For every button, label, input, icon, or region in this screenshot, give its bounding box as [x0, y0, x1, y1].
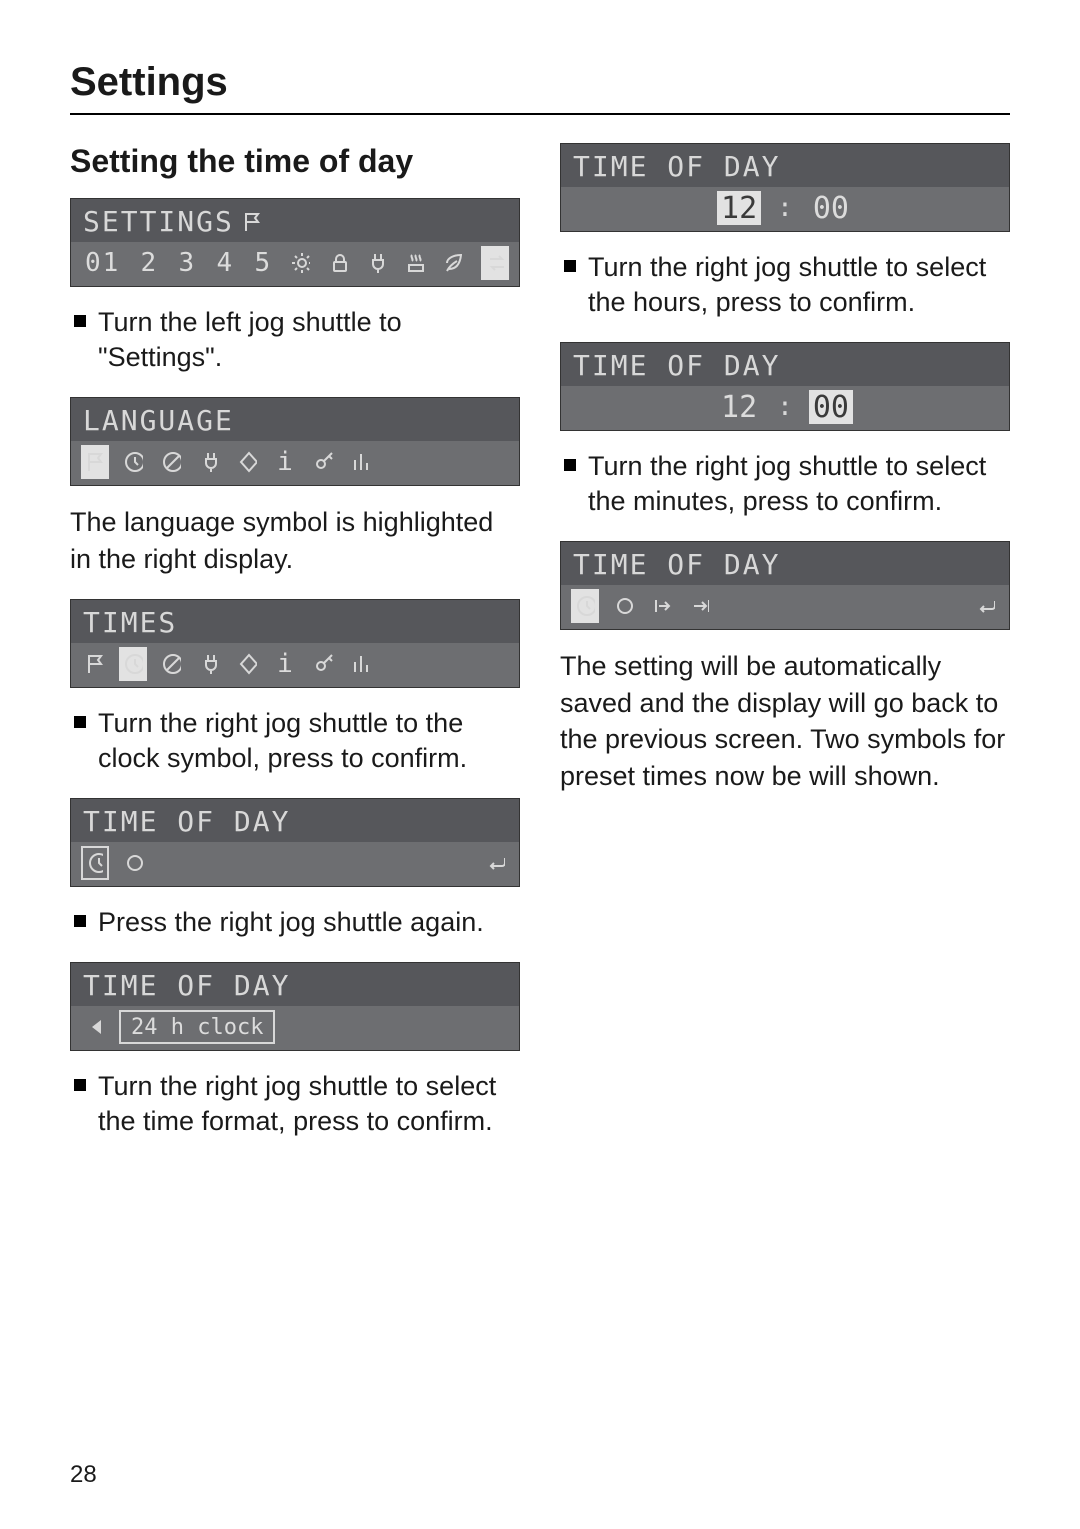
instruction: Turn the right jog shuttle to the clock …: [74, 706, 520, 776]
info-icon: i: [271, 445, 299, 479]
instruction-text: Turn the left jog shuttle to "Settings".: [98, 305, 520, 375]
transfer-icon: [481, 246, 509, 280]
key-icon: [309, 647, 337, 681]
lcd-title: TIME OF DAY: [573, 349, 780, 382]
slash-circle-icon: [157, 445, 185, 479]
lcd-title: TIME OF DAY: [573, 150, 780, 183]
instruction: Turn the left jog shuttle to "Settings".: [74, 305, 520, 375]
instruction-text: Turn the right jog shuttle to the clock …: [98, 706, 520, 776]
lcd-settings: SETTINGS 01 2 3 4 5: [70, 198, 520, 287]
page-number: 28: [70, 1461, 97, 1489]
left-triangle-icon: [81, 1010, 109, 1044]
bullet-icon: [74, 1079, 86, 1091]
instruction: Turn the right jog shuttle to select the…: [564, 250, 1010, 320]
instruction-text: Press the right jog shuttle again.: [98, 905, 484, 940]
return-icon: [971, 589, 999, 623]
bars-icon: [347, 445, 375, 479]
diamond-icon: [233, 647, 261, 681]
diamond-icon: [233, 445, 261, 479]
right-column: TIME OF DAY 12 : 00 Turn the right jog s…: [560, 143, 1010, 1162]
lcd-title: LANGUAGE: [83, 404, 234, 437]
flag-icon: [240, 208, 268, 236]
instruction: Turn the right jog shuttle to select the…: [74, 1069, 520, 1139]
lcd-item: 3: [172, 246, 200, 280]
hours-value: 12: [717, 390, 761, 424]
body-text: The language symbol is highlighted in th…: [70, 504, 520, 577]
steam-icon: [400, 246, 428, 280]
bullet-icon: [74, 716, 86, 728]
lcd-timeofday-hours: TIME OF DAY 12 : 00: [560, 143, 1010, 232]
lcd-timeofday-format: TIME OF DAY 24 h clock: [70, 962, 520, 1051]
key-icon: [309, 445, 337, 479]
plug-icon: [195, 445, 223, 479]
bullet-icon: [564, 459, 576, 471]
end-arrow-icon: [685, 589, 713, 623]
bullet-icon: [74, 915, 86, 927]
flag-icon: [81, 445, 109, 479]
plug-icon: [195, 647, 223, 681]
slash-circle-icon: [157, 647, 185, 681]
lcd-title: TIMES: [83, 606, 177, 639]
lcd-item: 01: [81, 246, 124, 280]
return-icon: [481, 846, 509, 880]
instruction: Press the right jog shuttle again.: [74, 905, 520, 940]
time-format-value: 24 h clock: [119, 1010, 275, 1044]
minutes-value: 00: [809, 191, 853, 225]
minutes-value: 00: [809, 390, 853, 424]
lcd-title: TIME OF DAY: [573, 548, 780, 581]
lcd-timeofday-minutes: TIME OF DAY 12 : 00: [560, 342, 1010, 431]
eco-icon: [438, 246, 466, 280]
page-title: Settings: [70, 60, 1010, 115]
bars-icon: [347, 647, 375, 681]
instruction-text: Turn the right jog shuttle to select the…: [588, 449, 1010, 519]
lcd-timeofday-clock: TIME OF DAY: [70, 798, 520, 887]
lcd-title: TIME OF DAY: [83, 969, 290, 1002]
clock-icon: [81, 846, 109, 880]
lcd-title: SETTINGS: [83, 205, 234, 238]
info-icon: i: [271, 647, 299, 681]
instruction: Turn the right jog shuttle to select the…: [564, 449, 1010, 519]
lock-icon: [324, 246, 352, 280]
bullet-icon: [74, 315, 86, 327]
lcd-timeofday-presets: TIME OF DAY: [560, 541, 1010, 630]
hours-value: 12: [717, 191, 761, 225]
plug-icon: [362, 246, 390, 280]
lcd-item: 2: [134, 246, 162, 280]
instruction-text: Turn the right jog shuttle to select the…: [98, 1069, 520, 1139]
body-text: The setting will be automatically saved …: [560, 648, 1010, 794]
lcd-title: TIME OF DAY: [83, 805, 290, 838]
lcd-times: TIMES i: [70, 599, 520, 688]
lcd-language: LANGUAGE i: [70, 397, 520, 486]
flag-icon: [81, 647, 109, 681]
clock-icon: [119, 647, 147, 681]
time-colon: :: [771, 392, 799, 422]
circle-icon: [119, 846, 147, 880]
time-colon: :: [771, 193, 799, 223]
clock-icon: [119, 445, 147, 479]
step-arrow-icon: [647, 589, 675, 623]
bullet-icon: [564, 260, 576, 272]
instruction-text: Turn the right jog shuttle to select the…: [588, 250, 1010, 320]
left-column: Setting the time of day SETTINGS 01 2 3 …: [70, 143, 520, 1162]
lcd-item: 5: [248, 246, 276, 280]
sun-icon: [286, 246, 314, 280]
section-subheader: Setting the time of day: [70, 143, 520, 180]
circle-icon: [609, 589, 637, 623]
clock-icon: [571, 589, 599, 623]
lcd-item: 4: [210, 246, 238, 280]
